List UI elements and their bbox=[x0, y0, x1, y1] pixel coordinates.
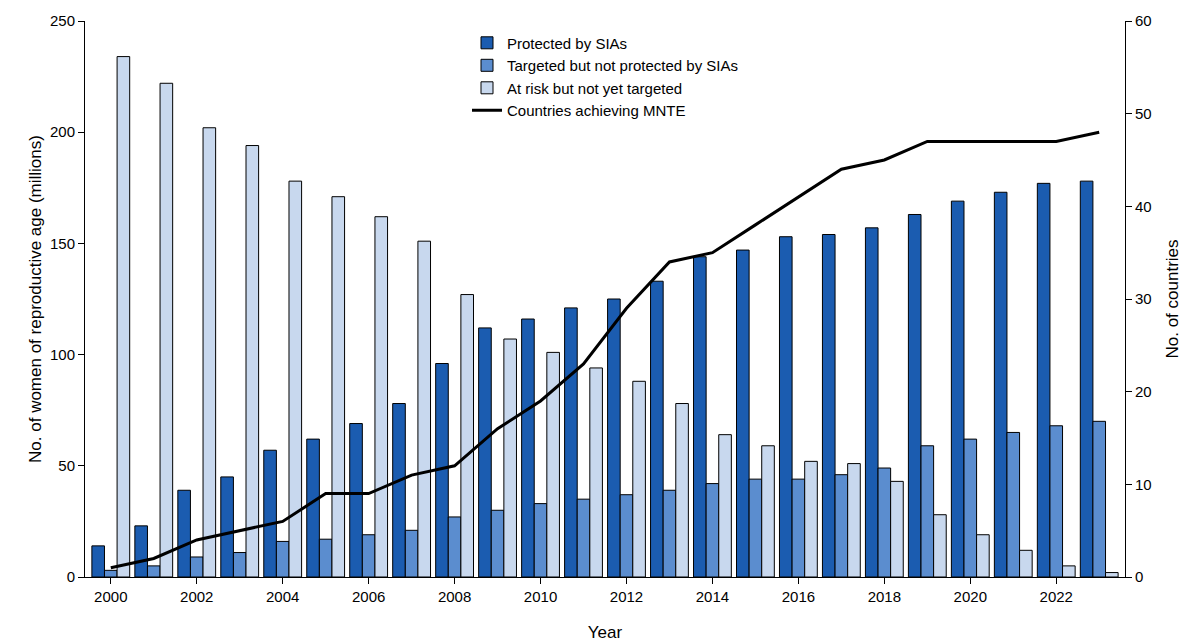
svg-text:2022: 2022 bbox=[1040, 588, 1073, 605]
svg-text:2004: 2004 bbox=[266, 588, 299, 605]
svg-text:No. of women of reproductive a: No. of women of reproductive age (millio… bbox=[26, 135, 45, 463]
svg-text:50: 50 bbox=[58, 457, 75, 474]
svg-text:10: 10 bbox=[1135, 476, 1152, 493]
svg-text:30: 30 bbox=[1135, 290, 1152, 307]
svg-text:2012: 2012 bbox=[610, 588, 643, 605]
svg-text:Year: Year bbox=[588, 623, 623, 642]
svg-text:2006: 2006 bbox=[352, 588, 385, 605]
svg-text:20: 20 bbox=[1135, 383, 1152, 400]
svg-text:150: 150 bbox=[50, 235, 75, 252]
svg-text:2010: 2010 bbox=[524, 588, 557, 605]
svg-text:40: 40 bbox=[1135, 198, 1152, 215]
svg-text:Countries achieving MNTE: Countries achieving MNTE bbox=[507, 102, 685, 119]
svg-text:100: 100 bbox=[50, 346, 75, 363]
svg-text:2016: 2016 bbox=[782, 588, 815, 605]
svg-text:No. of countries: No. of countries bbox=[1163, 239, 1182, 358]
svg-text:0: 0 bbox=[67, 568, 75, 585]
svg-text:2018: 2018 bbox=[868, 588, 901, 605]
svg-text:250: 250 bbox=[50, 12, 75, 29]
svg-text:200: 200 bbox=[50, 123, 75, 140]
svg-text:2020: 2020 bbox=[954, 588, 987, 605]
svg-text:0: 0 bbox=[1135, 568, 1143, 585]
svg-text:Protected by SIAs: Protected by SIAs bbox=[507, 35, 627, 52]
svg-text:Targeted but not protected by: Targeted but not protected by SIAs bbox=[507, 57, 738, 74]
svg-text:2000: 2000 bbox=[94, 588, 127, 605]
svg-text:2008: 2008 bbox=[438, 588, 471, 605]
svg-text:2002: 2002 bbox=[180, 588, 213, 605]
svg-text:2014: 2014 bbox=[696, 588, 729, 605]
svg-text:60: 60 bbox=[1135, 12, 1152, 29]
svg-text:At risk but not yet targeted: At risk but not yet targeted bbox=[507, 80, 682, 97]
svg-text:50: 50 bbox=[1135, 105, 1152, 122]
